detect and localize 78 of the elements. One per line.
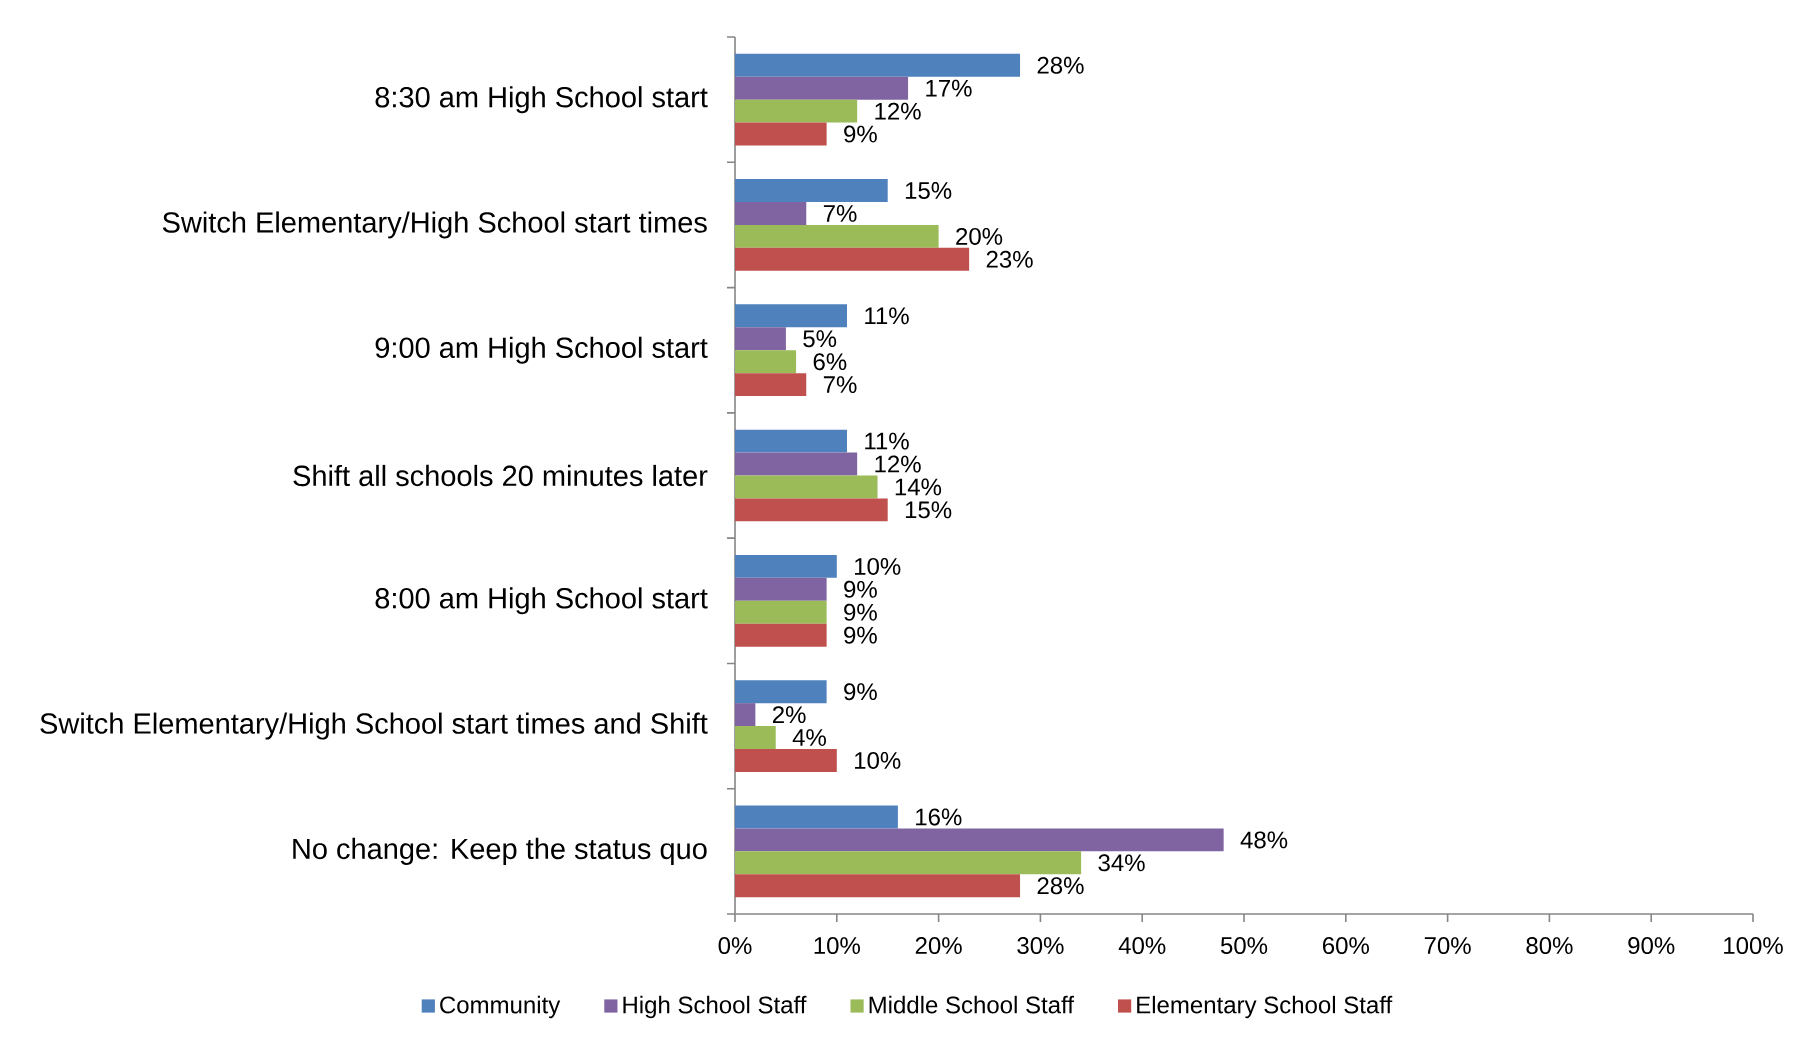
y-tick-label: Switch Elementary/High School start times [162, 211, 707, 239]
bar [735, 749, 837, 772]
bar [735, 429, 847, 453]
x-tick-label: 80% [1526, 937, 1573, 955]
data-label: 6% [813, 353, 847, 371]
bar [735, 122, 827, 146]
data-label: 17% [926, 79, 972, 97]
bar [735, 202, 807, 225]
data-label: 10% [855, 751, 901, 769]
bar [735, 76, 909, 100]
bar [735, 327, 786, 351]
bar [735, 304, 847, 328]
bar [735, 554, 837, 578]
bar [735, 600, 827, 624]
data-label: 16% [916, 808, 962, 826]
bar [735, 874, 1021, 898]
x-tick-label: 40% [1118, 937, 1166, 955]
bar [735, 179, 888, 203]
legend-label: Middle School Staff [869, 995, 1075, 1014]
bar [735, 726, 776, 749]
bar [735, 623, 827, 647]
x-tick-label: 50% [1220, 937, 1268, 955]
data-label: 48% [1240, 831, 1288, 849]
y-tick-label: 8:00 am High School start [375, 587, 708, 615]
data-label: 5% [803, 330, 837, 348]
x-tick-label: 100% [1724, 937, 1783, 955]
x-tick-label: 20% [915, 937, 962, 955]
x-tick-label: 10% [814, 937, 860, 955]
data-label: 9% [844, 125, 877, 143]
data-label: 34% [1098, 854, 1145, 872]
x-tick-label: 70% [1424, 937, 1471, 955]
data-label: 28% [1037, 877, 1084, 895]
data-label: 12% [875, 102, 921, 120]
data-label: 15% [905, 182, 952, 199]
y-tick-label: 9:00 am High School start [375, 336, 708, 364]
y-tick-label: Shift all schools 20 minutes later [293, 464, 708, 487]
bar [735, 828, 1224, 852]
data-label: 9% [844, 603, 877, 621]
data-label: 23% [986, 250, 1033, 268]
data-label: 2% [772, 706, 806, 724]
data-label: 11% [865, 432, 909, 450]
legend-label: Elementary School Staff [1137, 995, 1393, 1019]
bar [735, 577, 827, 601]
data-label: 14% [895, 478, 942, 496]
legend-label: High School Staff [623, 995, 807, 1019]
data-label: 7% [823, 376, 857, 393]
bar [735, 475, 878, 499]
data-label: 4% [792, 729, 826, 746]
y-tick-label: Switch Elementary/High School start times and Shift [40, 712, 708, 740]
data-label: 20% [956, 227, 1003, 245]
data-label: 15% [905, 501, 952, 519]
bar [735, 452, 858, 476]
bar [735, 350, 797, 374]
data-label: 28% [1037, 56, 1084, 74]
bar [735, 680, 827, 704]
bar [735, 373, 807, 397]
data-label: 12% [875, 455, 921, 473]
bar [735, 805, 898, 829]
y-tick-label: 8:30 am High School start [375, 86, 708, 114]
data-label: 7% [823, 205, 857, 222]
bar [735, 247, 970, 271]
bar [735, 224, 939, 248]
data-label: 11% [865, 307, 909, 325]
data-label: 9% [844, 626, 877, 644]
legend-label: Community [440, 995, 561, 1019]
data-label: 10% [855, 557, 901, 575]
y-tick-label: No change: Keep the status quo [293, 837, 707, 865]
bar [735, 498, 888, 522]
bar [735, 53, 1021, 77]
bar [735, 703, 756, 727]
x-tick-label: 0% [718, 937, 752, 955]
x-tick-label: 90% [1628, 937, 1675, 955]
bar [735, 851, 1082, 875]
x-tick-label: 60% [1323, 937, 1369, 955]
data-label: 9% [844, 580, 877, 598]
bar [735, 99, 858, 123]
x-tick-label: 30% [1017, 937, 1064, 955]
data-label: 9% [844, 683, 877, 701]
